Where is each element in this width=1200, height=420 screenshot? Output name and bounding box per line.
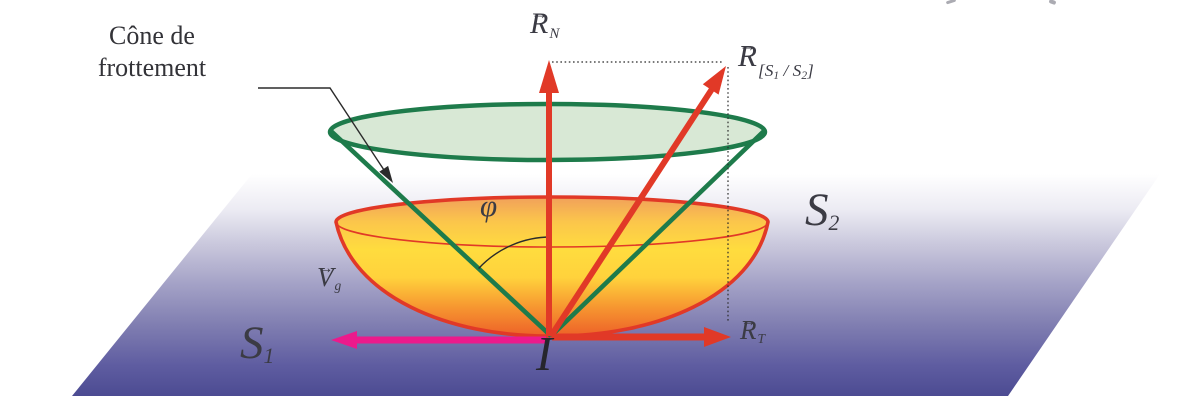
- rs1s2-subscript: [S1 / S2]: [757, 60, 814, 82]
- vector-arrow-icon: →: [530, 3, 548, 24]
- cone-caption-leader-line: [258, 87, 385, 171]
- s1-base: S: [764, 60, 774, 80]
- rn-base: R: [530, 7, 549, 40]
- vector-rt-arrow: [552, 327, 731, 347]
- phi-angle-label: φ: [480, 188, 498, 223]
- s1-sub: 1: [773, 69, 780, 82]
- vector-arrow-icon: →: [740, 312, 757, 330]
- rn-subscript: N: [549, 25, 560, 42]
- bracket-open: [: [757, 60, 765, 80]
- vector-vg-arrow: [331, 331, 546, 349]
- s1-subscript: 1: [263, 343, 275, 368]
- cone-caption: Cône de frottement: [86, 20, 218, 84]
- rs1s2-base: R: [738, 38, 757, 73]
- vector-rs1s2-label: → R[S1 / S2]: [738, 36, 814, 81]
- vg-base: V: [317, 262, 334, 292]
- vector-rn-label: → RN: [530, 4, 560, 42]
- vector-rt-label: → RT: [740, 312, 766, 347]
- cone-caption-line1: Cône de: [109, 21, 195, 50]
- contact-point-label: I: [536, 326, 553, 381]
- separator: /: [779, 60, 793, 80]
- s2-base: S: [792, 60, 802, 80]
- vector-rn-arrow: [539, 60, 559, 336]
- s2-base: S: [805, 184, 829, 236]
- rt-base: R: [740, 315, 757, 345]
- vector-arrow-icon: →: [317, 259, 334, 277]
- s1-base: S: [240, 317, 264, 369]
- solid-s2-label: S2: [805, 187, 839, 234]
- rt-subscript: T: [757, 331, 766, 347]
- vector-rs1s2-arrow: [548, 66, 726, 338]
- vector-vg-label: → Vg: [317, 259, 342, 294]
- friction-cone-left-edge: [329, 129, 553, 338]
- cone-caption-line2: frottement: [97, 53, 207, 82]
- s2-sub: 2: [801, 69, 808, 82]
- friction-cone-right-edge: [549, 128, 767, 338]
- vector-arrow-icon: →: [738, 35, 757, 56]
- cone-caption-leader-arrowhead: [379, 165, 393, 183]
- phi-angle-arc: [478, 236, 552, 269]
- vg-subscript: g: [334, 278, 342, 294]
- solid-s1-label: S1: [240, 320, 274, 367]
- s2-subscript: 2: [828, 210, 840, 235]
- bracket-close: ]: [807, 60, 814, 80]
